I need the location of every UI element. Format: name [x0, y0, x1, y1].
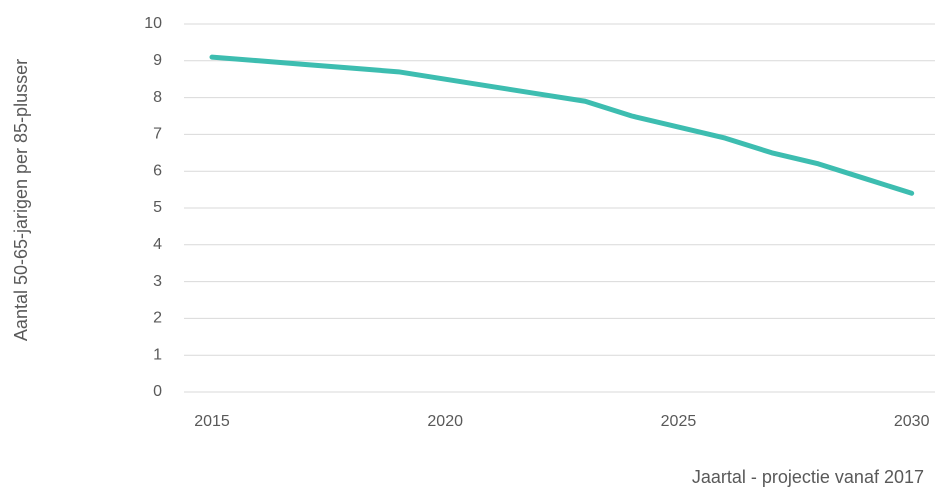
y-tick-label: 6: [153, 162, 162, 179]
y-tick-label: 0: [153, 383, 162, 400]
y-tick-label: 7: [153, 126, 162, 143]
line: [209, 54, 915, 196]
y-axis-title: Aantal 50-65-jarigen per 85-plusser: [11, 59, 31, 341]
x-tick-label: 2030: [894, 413, 930, 430]
y-tick-label: 9: [153, 52, 162, 69]
y-tick-label: 3: [153, 273, 162, 290]
x-tick-label: 2020: [427, 413, 463, 430]
y-tick-label: 4: [153, 236, 162, 253]
x-tick-label: 2025: [661, 413, 697, 430]
y-tick-label: 2: [153, 310, 162, 327]
y-tick-label: 10: [144, 15, 162, 32]
x-axis-title: Jaartal - projectie vanaf 2017: [692, 467, 924, 487]
y-tick-label: 8: [153, 89, 162, 106]
y-tick-label: 1: [153, 346, 162, 363]
y-tick-label: 5: [153, 199, 162, 216]
x-tick-label: 2015: [194, 413, 230, 430]
